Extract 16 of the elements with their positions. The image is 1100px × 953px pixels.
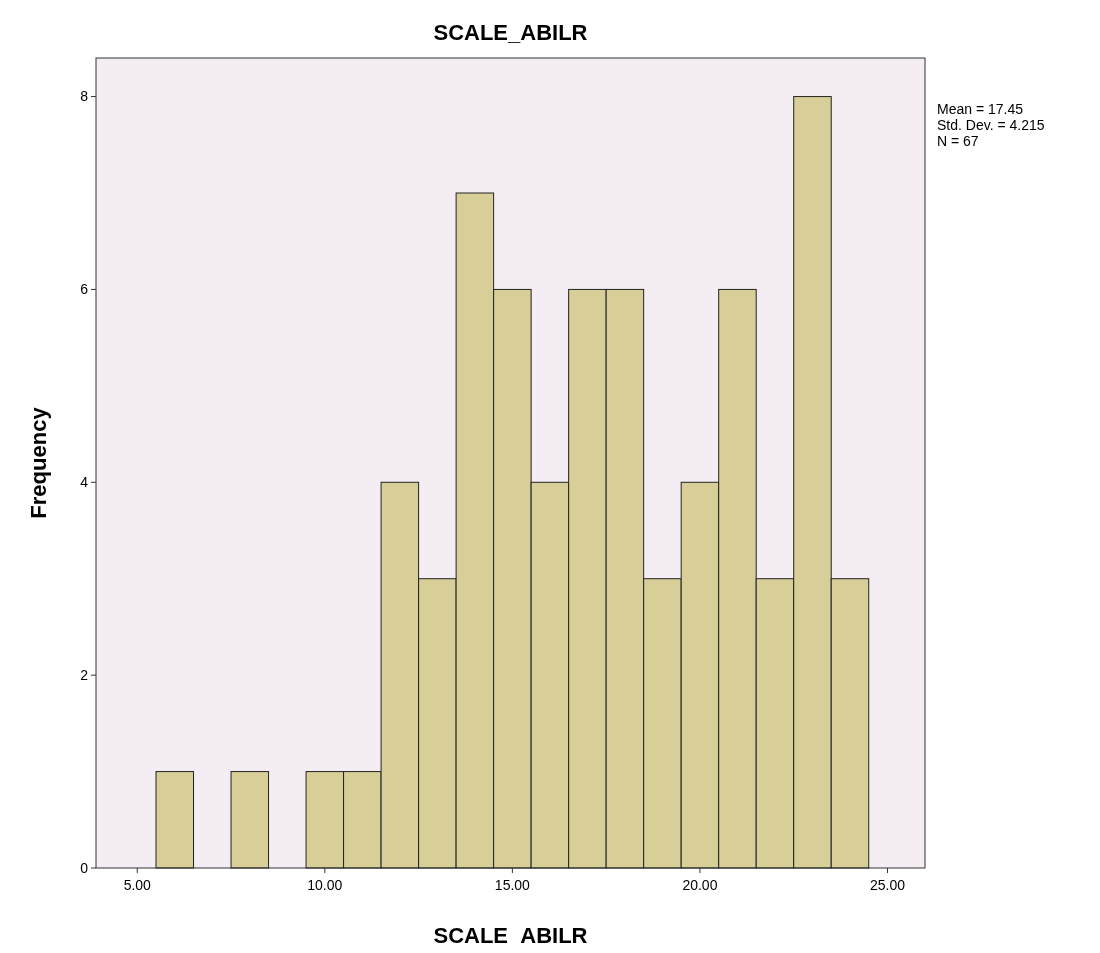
y-tick-label: 4: [80, 474, 89, 491]
x-tick-label: 15.00: [494, 877, 531, 893]
y-tick-label: 6: [80, 281, 89, 298]
chart-title: SCALE_ABILR: [433, 20, 588, 45]
x-tick-label: 25.00: [869, 877, 906, 893]
x-tick-label: 10.00: [307, 877, 343, 893]
x-tick-label: 5.00: [123, 877, 152, 893]
y-tick-label: 2: [80, 667, 89, 684]
x-tick-label: 20.00: [682, 877, 718, 893]
text: N = 67: [937, 133, 979, 149]
y-tick-label: 0: [80, 859, 89, 876]
text: Std. Dev. = 4.215: [937, 117, 1045, 133]
x-axis-title: SCALE_ABILR: [433, 923, 588, 948]
y-tick-label: 8: [80, 88, 89, 105]
text: Mean = 17.45: [937, 101, 1024, 117]
y-axis-title: Frequency: [26, 406, 51, 519]
